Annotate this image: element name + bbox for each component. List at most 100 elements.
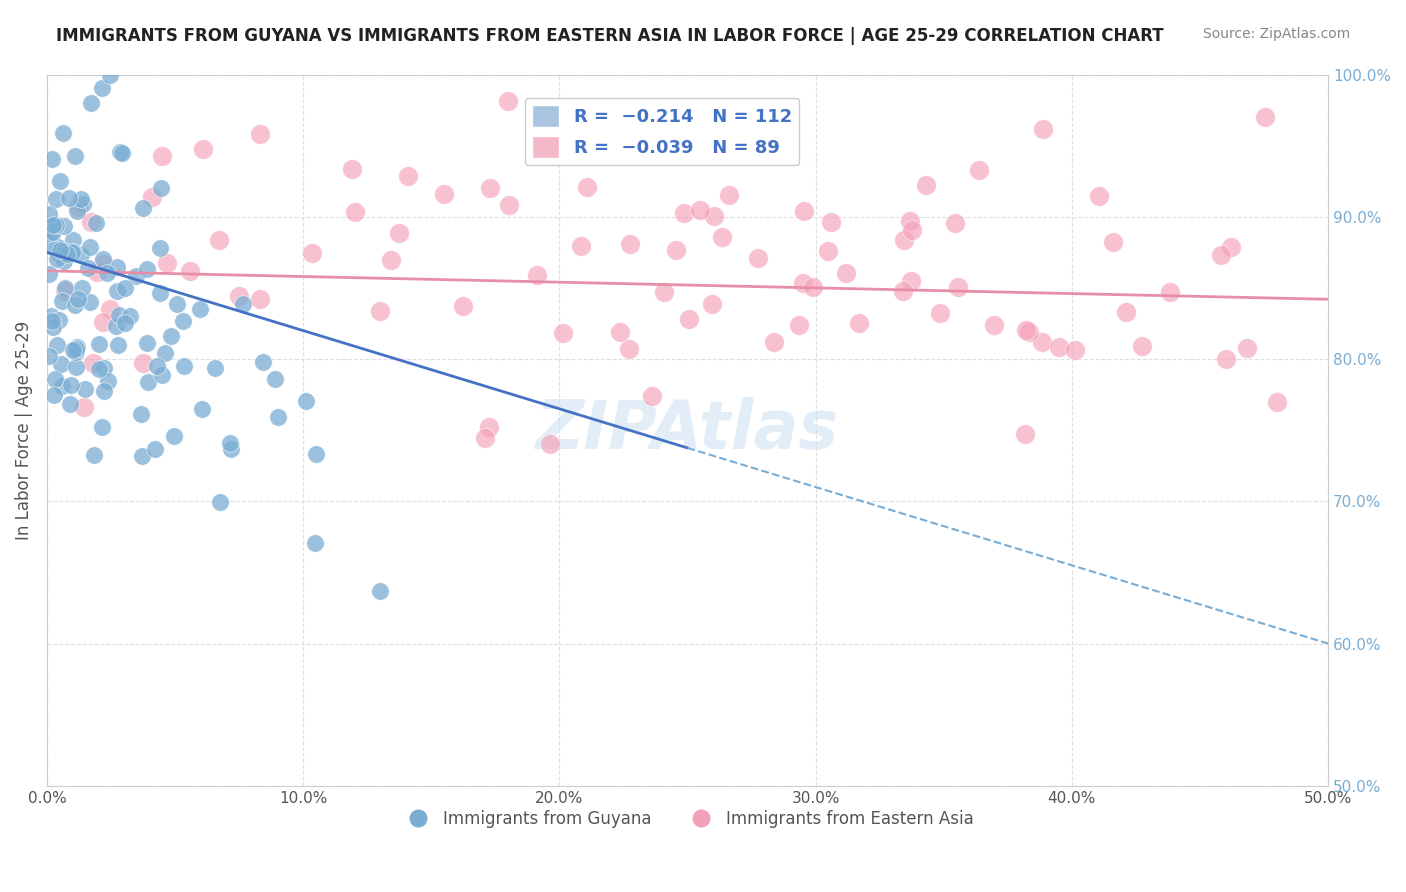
Point [901, 223, 924, 237]
Point [252, 355, 274, 369]
Point [156, 256, 179, 270]
Point [104, 319, 127, 334]
Point [62, 245, 84, 260]
Point [711, 230, 734, 244]
Point [51, 294, 73, 309]
Point [678, 311, 700, 326]
Point [526, 268, 548, 282]
Point [1159, 285, 1181, 300]
Point [193, 142, 215, 156]
Point [73, 401, 96, 415]
Point [136, 261, 159, 276]
Point [671, 128, 693, 142]
Point [204, 361, 226, 376]
Point [898, 214, 921, 228]
Point [39, 226, 62, 240]
Point [76, 260, 98, 275]
Point [835, 266, 858, 280]
Point [700, 297, 723, 311]
Point [132, 356, 155, 370]
Point [228, 289, 250, 303]
Point [108, 145, 131, 159]
Point [111, 145, 134, 160]
Point [89, 337, 111, 351]
Point [219, 436, 242, 450]
Point [131, 449, 153, 463]
Point [66, 340, 89, 354]
Point [478, 181, 501, 195]
Point [249, 293, 271, 307]
Point [149, 181, 172, 195]
Point [114, 316, 136, 330]
Point [1047, 340, 1070, 354]
Point [120, 309, 142, 323]
Point [42, 225, 65, 239]
Point [91, 81, 114, 95]
Point [124, 268, 146, 283]
Point [619, 237, 641, 252]
Point [107, 337, 129, 351]
Point [38, 222, 60, 236]
Point [89, 362, 111, 376]
Point [747, 251, 769, 265]
Point [45, 338, 67, 352]
Point [792, 276, 814, 290]
Point [301, 246, 323, 260]
Point [129, 407, 152, 421]
Point [62, 233, 84, 247]
Point [80, 215, 103, 229]
Point [93, 384, 115, 398]
Point [53, 280, 76, 294]
Point [80, 95, 103, 110]
Point [249, 127, 271, 141]
Point [53, 254, 76, 268]
Point [60, 378, 83, 392]
Y-axis label: In Labor Force | Age 25-29: In Labor Force | Age 25-29 [15, 320, 32, 540]
Point [136, 375, 159, 389]
Legend: Immigrants from Guyana, Immigrants from Eastern Asia: Immigrants from Guyana, Immigrants from … [395, 803, 980, 834]
Point [90, 420, 112, 434]
Point [208, 233, 231, 247]
Point [793, 203, 815, 218]
Point [983, 318, 1005, 332]
Point [1018, 325, 1040, 339]
Point [91, 257, 114, 271]
Point [41, 314, 63, 328]
Point [1088, 189, 1111, 203]
Point [56, 247, 79, 261]
Point [551, 326, 574, 340]
Point [70, 192, 93, 206]
Point [652, 285, 675, 300]
Point [575, 180, 598, 194]
Point [100, 302, 122, 317]
Point [160, 329, 183, 343]
Point [1015, 323, 1038, 337]
Point [53, 284, 76, 298]
Point [569, 238, 592, 252]
Point [70, 281, 93, 295]
Point [52, 126, 75, 140]
Point [51, 379, 73, 393]
Point [153, 346, 176, 360]
Point [93, 361, 115, 376]
Point [84, 216, 107, 230]
Point [48, 313, 70, 327]
Point [762, 335, 785, 350]
Point [1115, 305, 1137, 319]
Point [368, 303, 391, 318]
Point [105, 285, 128, 299]
Point [163, 428, 186, 442]
Point [451, 299, 474, 313]
Point [98, 68, 121, 82]
Point [943, 217, 966, 231]
Point [340, 161, 363, 176]
Point [63, 298, 86, 312]
Point [79, 295, 101, 310]
Point [39, 222, 62, 236]
Point [1130, 338, 1153, 352]
Point [96, 266, 118, 280]
Point [929, 305, 952, 319]
Point [640, 389, 662, 403]
Point [82, 356, 104, 370]
Point [149, 241, 172, 255]
